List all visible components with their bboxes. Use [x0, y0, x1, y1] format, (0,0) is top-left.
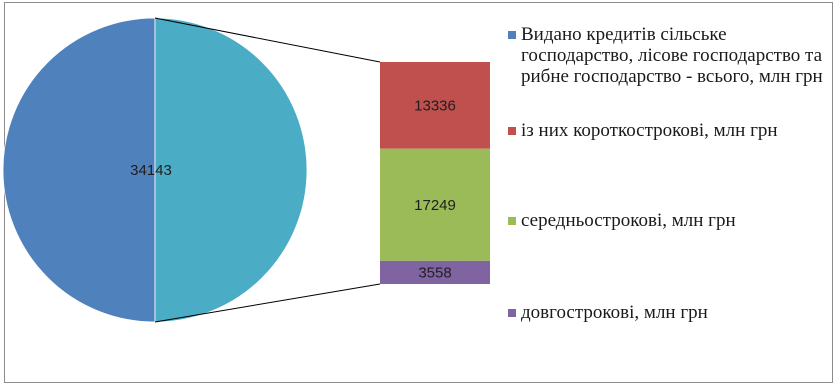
legend-label-long-term: довгострокові, млн грн: [521, 302, 708, 323]
connector-line-bottom: [154, 283, 381, 323]
legend-item-short-term: із них короткострокові, млн грн: [508, 120, 778, 141]
legend-item-total: Видано кредитів сільське господарство, л…: [508, 24, 834, 87]
connector-lines: [154, 17, 381, 323]
connector-line-top: [154, 17, 381, 63]
legend-label-short-term: із них короткострокові, млн грн: [521, 120, 778, 141]
bar-data-label-1: 13336: [414, 97, 456, 114]
pie-data-label: 34143: [130, 162, 172, 179]
stacked-bar: 13336 17249 3558: [380, 62, 490, 284]
bar-segment-2: [380, 148, 490, 261]
legend-label-total: Видано кредитів сільське господарство, л…: [521, 24, 823, 87]
legend-label-mid-term: середньострокові, млн грн: [521, 210, 736, 231]
legend-swatch-total: [508, 31, 516, 39]
legend-swatch-mid-term: [508, 217, 516, 225]
bar-segment-3: [380, 260, 490, 284]
bar-segment-1: [380, 62, 490, 149]
legend-swatch-short-term: [508, 127, 516, 135]
legend-swatch-long-term: [508, 309, 516, 317]
legend-item-long-term: довгострокові, млн грн: [508, 302, 708, 323]
bar-data-label-2: 17249: [414, 197, 456, 214]
pie-slice-split: [154, 17, 308, 323]
pie-group: 34143: [2, 17, 308, 323]
pie-slice-main: [2, 17, 156, 323]
bar-data-label-3: 3558: [418, 264, 451, 281]
legend-item-mid-term: середньострокові, млн грн: [508, 210, 736, 231]
